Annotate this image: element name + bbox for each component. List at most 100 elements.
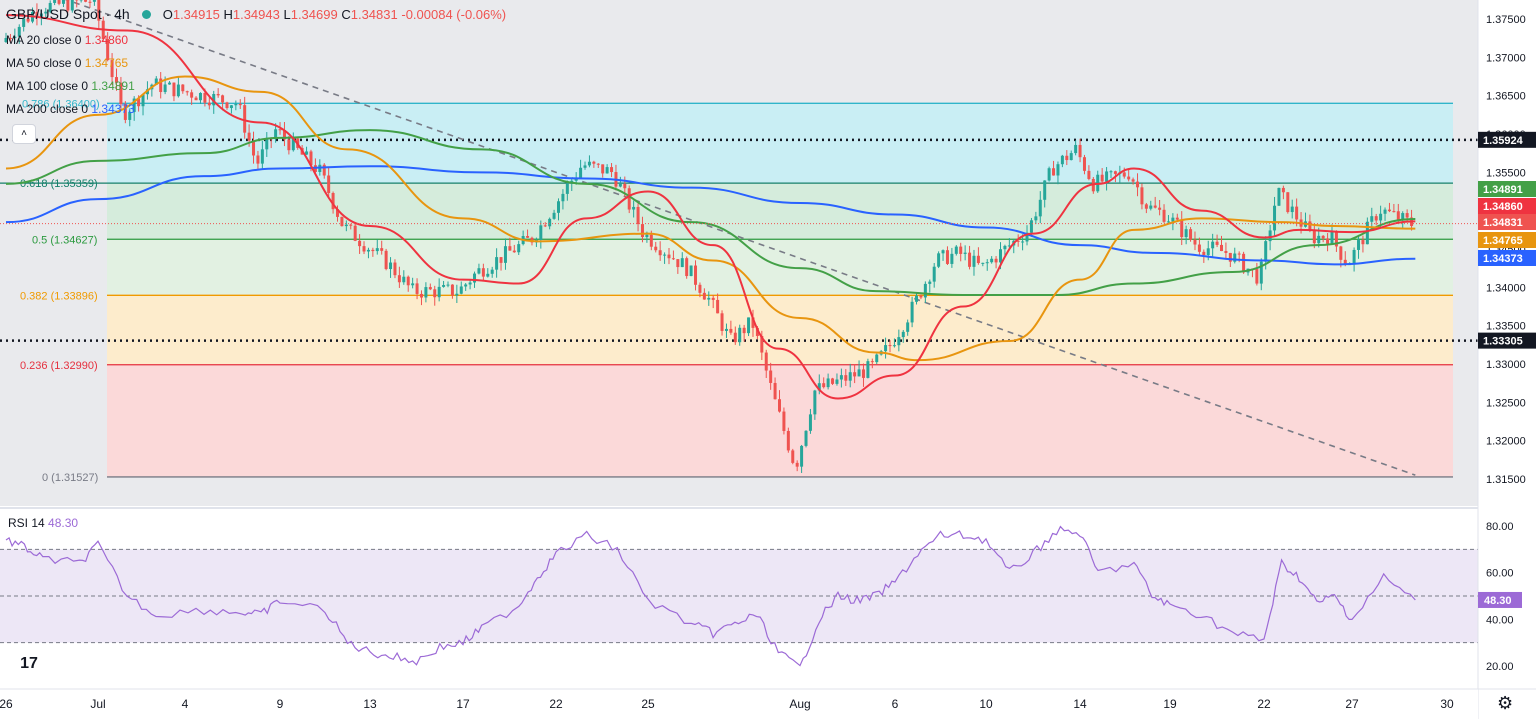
candle-body xyxy=(48,2,52,12)
candle-body xyxy=(1370,216,1374,222)
candle-body xyxy=(773,382,777,400)
candle-body xyxy=(592,161,596,164)
candle-body xyxy=(769,370,773,383)
candle-body xyxy=(53,0,57,3)
level-tag-1.33305 xyxy=(1478,332,1536,349)
candle-body xyxy=(1343,259,1347,265)
candle-body xyxy=(1259,261,1263,284)
candle-body xyxy=(35,11,39,17)
candle-body xyxy=(751,317,755,328)
candle-body xyxy=(671,258,675,260)
candle-body xyxy=(1021,241,1025,243)
candle-body xyxy=(1087,170,1091,179)
x-tick-label: 4 xyxy=(182,697,189,711)
candle-body xyxy=(702,292,706,300)
x-tick-label: 22 xyxy=(549,697,563,711)
candle-body xyxy=(44,11,48,14)
collapse-legend-button[interactable]: ˄ xyxy=(12,124,36,144)
candle-body xyxy=(932,266,936,282)
y-tick-label: 1.35500 xyxy=(1486,167,1526,179)
y-tick-label: 1.37500 xyxy=(1486,14,1526,26)
candle-body xyxy=(371,249,375,252)
rsi-legend[interactable]: RSI 14 48.30 xyxy=(8,516,79,530)
candle-body xyxy=(1189,229,1193,240)
candle-body xyxy=(804,430,808,446)
ma20-legend[interactable]: MA 20 close 0 1.34860 xyxy=(6,33,129,47)
candle-body xyxy=(906,322,910,332)
candle-body xyxy=(813,390,817,415)
candle-body xyxy=(278,129,282,131)
candle-body xyxy=(331,193,335,210)
candle-body xyxy=(910,301,914,323)
candle-body xyxy=(207,102,211,106)
candle-body xyxy=(468,282,472,285)
candle-body xyxy=(1202,251,1206,255)
candle-body xyxy=(640,224,644,238)
candle-body xyxy=(1158,207,1162,210)
candle-body xyxy=(154,78,158,85)
y-tick-label: 1.32500 xyxy=(1486,397,1526,409)
rsi-line xyxy=(5,525,1416,667)
candle-body xyxy=(1255,269,1259,284)
candle-body xyxy=(963,252,967,254)
candle-body xyxy=(115,77,118,83)
candle-body xyxy=(999,249,1002,263)
ma-line-ma100 xyxy=(5,129,1416,297)
candle-body xyxy=(1215,241,1219,245)
y-tick-label: 1.36500 xyxy=(1486,91,1526,103)
candle-body xyxy=(1180,219,1184,238)
ma50-legend[interactable]: MA 50 close 0 1.34765 xyxy=(6,56,129,70)
candle-body xyxy=(437,286,441,298)
candle-body xyxy=(198,92,202,101)
candle-body xyxy=(1136,181,1140,188)
candle-body xyxy=(411,283,415,286)
candle-body xyxy=(649,234,653,247)
price-tag-ma-200 xyxy=(1478,250,1536,266)
candle-body xyxy=(132,98,136,113)
fib-zone-0.618 xyxy=(107,183,1453,240)
candle-body xyxy=(442,285,446,287)
candle-body xyxy=(994,258,998,263)
symbol-title[interactable]: GBP/USD Spot · 4h xyxy=(6,6,130,22)
candle-body xyxy=(402,276,406,283)
candle-body xyxy=(389,262,393,270)
fib-label-0.618: 0.618 (1.35359) xyxy=(20,178,98,190)
candle-body xyxy=(990,258,994,263)
candle-body xyxy=(707,297,711,300)
candle-body xyxy=(548,218,552,227)
rsi-y-tick-label: 40.00 xyxy=(1486,614,1514,626)
candle-body xyxy=(950,253,954,264)
candle-body xyxy=(406,276,410,286)
candle-body xyxy=(473,273,477,283)
candle-body xyxy=(1237,253,1241,255)
candle-body xyxy=(892,345,896,347)
candle-body xyxy=(1365,221,1369,245)
candle-body xyxy=(857,369,861,377)
candle-body xyxy=(1184,229,1188,238)
candle-body xyxy=(954,246,958,254)
tradingview-logo[interactable]: 17 xyxy=(14,652,44,676)
ma200-legend[interactable]: MA 200 close 0 1.34373 xyxy=(6,102,135,116)
candle-body xyxy=(433,289,437,298)
candle-body xyxy=(870,361,874,363)
x-tick-label: 25 xyxy=(641,697,655,711)
level-tag-1.35924 xyxy=(1478,131,1536,148)
candle-body xyxy=(366,249,370,252)
candle-body xyxy=(57,0,61,4)
price-tag-ma-100 xyxy=(1478,181,1536,197)
candle-body xyxy=(605,167,609,174)
candle-body xyxy=(159,78,163,93)
gear-icon[interactable]: ⚙ xyxy=(1497,693,1514,713)
ma100-legend[interactable]: MA 100 close 0 1.34891 xyxy=(6,79,135,93)
candle-body xyxy=(716,299,720,314)
candle-body xyxy=(256,155,260,164)
level-tag-text: 1.35924 xyxy=(1483,135,1524,147)
candle-body xyxy=(795,462,799,467)
candle-body xyxy=(106,38,110,61)
chevron-up-icon: ˄ xyxy=(21,128,27,139)
candle-body xyxy=(282,130,286,140)
candle-body xyxy=(738,327,742,343)
candle-body xyxy=(552,212,556,219)
candle-body xyxy=(229,105,233,109)
